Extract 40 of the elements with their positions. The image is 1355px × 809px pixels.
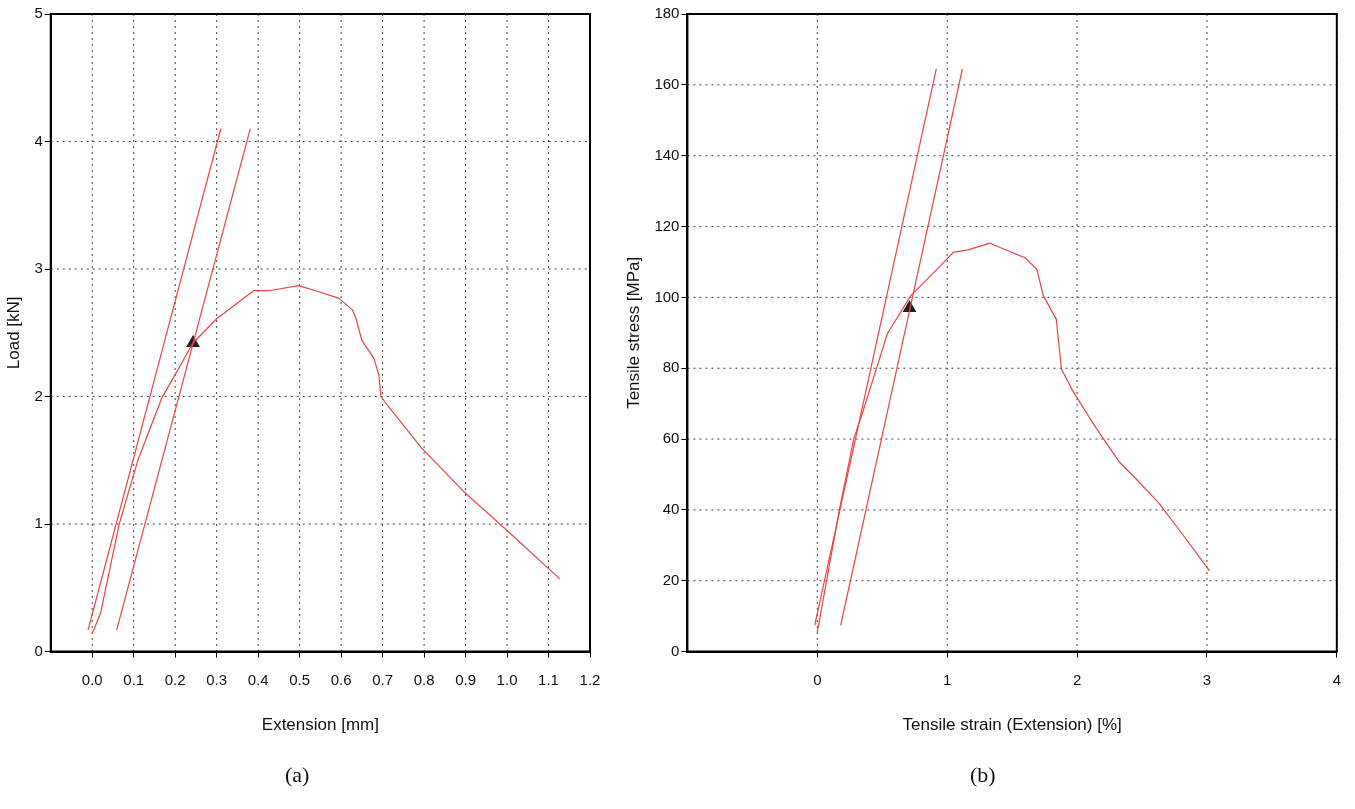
y-tick-label: 0 (34, 641, 43, 659)
x-tick-label: 0.6 (330, 670, 352, 688)
y-axis-title: Load [kN] (3, 296, 23, 370)
x-tick-label: 0.8 (413, 670, 435, 688)
x-tick-label: 1 (943, 670, 952, 688)
text: (b) (970, 762, 996, 788)
x-tick-label: 1.1 (538, 670, 559, 688)
y-axis-title: Tensile stress [MPa] (623, 256, 643, 409)
x-tick-label: 0.4 (247, 670, 269, 688)
x-tick-label: 1.0 (496, 670, 518, 688)
x-tick-label: 1.2 (579, 670, 601, 688)
x-tick-label: 0.3 (206, 670, 228, 688)
y-tick-label: 100 (654, 287, 680, 305)
y-tick-label: 20 (662, 570, 680, 588)
x-tick-label: 0.2 (164, 670, 186, 688)
x-axis-title: Tensile strain (Extension) [%] (902, 715, 1122, 735)
y-tick-label: 180 (654, 4, 680, 22)
x-tick-label: 0.7 (372, 670, 394, 688)
x-tick-label: 2 (1072, 670, 1082, 688)
x-axis-title: Extension [mm] (261, 715, 379, 735)
y-tick-label: 40 (662, 500, 680, 518)
x-tick-label: 0 (813, 670, 822, 688)
y-tick-label: 4 (34, 131, 43, 149)
y-tick-label: 2 (34, 386, 43, 404)
x-tick-label: 3 (1202, 670, 1212, 688)
x-tick-label: 0.5 (289, 670, 311, 688)
x-tick-label: 4 (1332, 670, 1341, 688)
y-tick-label: 1 (34, 514, 43, 532)
x-tick-label: 0.9 (455, 670, 476, 688)
y-tick-label: 120 (654, 216, 680, 234)
y-tick-label: 140 (654, 145, 680, 163)
y-tick-label: 80 (662, 358, 680, 376)
y-tick-label: 60 (662, 429, 680, 447)
y-tick-label: 5 (34, 4, 43, 22)
y-tick-label: 0 (671, 641, 680, 659)
x-tick-label: 0.1 (123, 670, 145, 688)
text: (a) (285, 762, 310, 788)
y-tick-label: 160 (654, 74, 680, 92)
y-tick-label: 3 (34, 259, 43, 277)
x-tick-label: 0.0 (81, 670, 103, 688)
